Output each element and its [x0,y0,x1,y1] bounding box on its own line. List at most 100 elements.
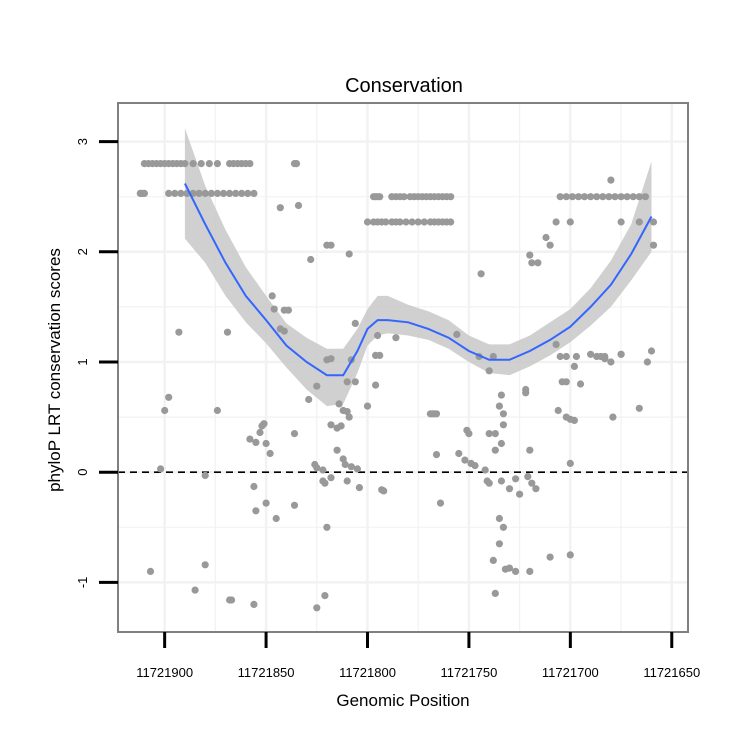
data-point [292,160,301,168]
data-point [649,241,658,249]
data-point [363,218,372,226]
data-point [647,347,656,355]
data-point [566,551,574,559]
data-point [195,189,203,197]
data-point [165,393,173,401]
data-point [611,193,619,201]
data-point [491,446,499,454]
data-point [447,218,455,226]
data-point [333,446,341,454]
data-point [495,402,503,410]
data-point [495,540,503,548]
data-point [205,160,213,168]
data-point [562,413,570,421]
data-point [294,201,303,210]
smooth-trend-line [184,183,653,377]
data-point [319,466,327,474]
data-point [341,460,349,469]
data-point [382,218,390,226]
panel-border [117,102,689,633]
data-point [380,487,388,495]
data-point [477,270,485,278]
x-tick-label: 11721800 [339,665,396,680]
data-point [609,413,617,421]
data-point [262,439,270,448]
data-point [270,305,278,313]
y-axis: -1 0 1 2 3 [75,138,118,588]
data-point [524,473,532,481]
data-point [262,499,270,507]
data-point [552,218,560,226]
x-axis: 11721900 11721850 11721800 11721750 11721700… [136,632,700,680]
data-point [601,355,609,363]
data-point [607,358,615,366]
plot-panel [117,102,689,633]
data-point [491,430,499,438]
data-point [335,400,343,408]
data-point [511,567,520,576]
x-axis-label: Genomic Position [336,691,469,710]
data-point [499,421,507,429]
data-point [321,592,329,600]
data-point [408,218,416,226]
data-point [355,484,363,492]
data-point [605,193,613,201]
data-point [542,233,550,242]
data-point [266,449,274,458]
data-point [276,204,284,212]
data-point [157,465,165,473]
data-point [497,439,505,448]
data-point [497,477,505,485]
data-point [485,479,493,487]
data-point [374,331,382,340]
data-point [201,471,209,480]
data-points [136,160,658,612]
data-point [376,193,384,201]
data-point [546,553,554,561]
y-axis-label: phyloP LRT conservation scores [45,248,64,492]
data-point [528,479,536,487]
data-point [511,475,520,483]
data-point [489,556,497,565]
data-point [313,382,321,390]
y-tick-label: 1 [75,358,90,365]
data-point [572,352,581,361]
data-point [497,391,505,399]
data-point [499,523,507,531]
data-point [345,413,353,421]
data-point [447,193,455,201]
data-point [599,193,607,201]
data-point [140,189,148,197]
data-point [607,176,615,184]
data-point [177,189,185,197]
data-point [570,416,579,424]
data-point [244,189,252,197]
data-point [201,189,209,197]
data-point [161,406,169,415]
data-point [471,462,479,470]
data-point [414,218,422,226]
data-point [580,193,589,201]
data-point [252,507,260,515]
data-point [290,430,299,438]
data-point [635,218,643,226]
data-point [171,189,179,197]
data-point [485,430,493,438]
data-point [566,218,574,226]
data-point [495,514,503,523]
data-point [307,255,315,264]
x-tick-label: 11721750 [440,665,497,680]
data-point [485,367,493,375]
data-point [146,567,155,576]
data-point [617,218,625,226]
data-point [593,193,601,201]
data-point [327,421,335,429]
data-point [554,406,562,415]
data-point [250,189,258,197]
data-point [453,330,461,338]
y-tick-label: 0 [75,469,90,476]
data-point [213,189,221,197]
data-point [635,404,643,412]
data-point [400,193,408,201]
data-point [351,319,359,327]
